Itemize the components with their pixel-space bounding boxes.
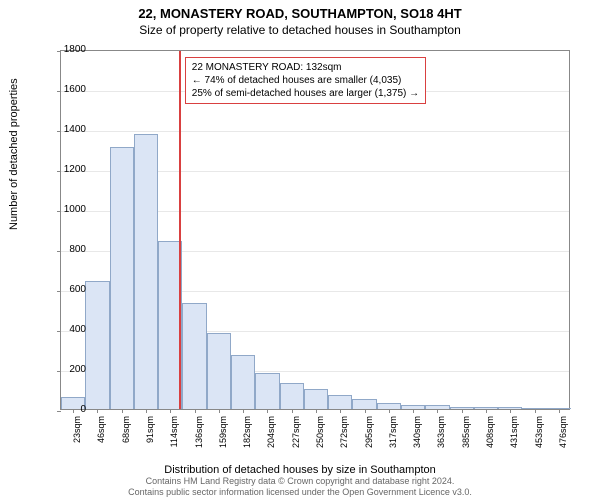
histogram-bar xyxy=(134,134,158,409)
xtick-label: 204sqm xyxy=(266,416,276,456)
xtick xyxy=(316,409,317,413)
xtick xyxy=(559,409,560,413)
xtick-label: 295sqm xyxy=(364,416,374,456)
annotation-box: 22 MONASTERY ROAD: 132sqm← 74% of detach… xyxy=(185,57,426,104)
xtick-label: 46sqm xyxy=(96,416,106,456)
xtick xyxy=(437,409,438,413)
xtick xyxy=(219,409,220,413)
xtick xyxy=(292,409,293,413)
chart-plot-area: 22 MONASTERY ROAD: 132sqm← 74% of detach… xyxy=(60,50,570,410)
footer-line-1: Contains HM Land Registry data © Crown c… xyxy=(0,476,600,487)
ytick-label: 200 xyxy=(46,364,86,375)
title-subtitle: Size of property relative to detached ho… xyxy=(0,21,600,37)
xtick-label: 114sqm xyxy=(169,416,179,456)
ytick-label: 1000 xyxy=(46,204,86,215)
histogram-bar xyxy=(110,147,134,409)
xtick xyxy=(462,409,463,413)
xtick-label: 453sqm xyxy=(534,416,544,456)
title-main: 22, MONASTERY ROAD, SOUTHAMPTON, SO18 4H… xyxy=(0,0,600,21)
x-axis-label: Distribution of detached houses by size … xyxy=(0,464,600,476)
ytick-label: 400 xyxy=(46,324,86,335)
histogram-bar xyxy=(352,399,376,409)
xtick-label: 408sqm xyxy=(485,416,495,456)
xtick-label: 272sqm xyxy=(339,416,349,456)
annotation-line: ← 74% of detached houses are smaller (4,… xyxy=(192,74,419,87)
xtick-label: 182sqm xyxy=(242,416,252,456)
gridline xyxy=(61,131,569,132)
histogram-bar xyxy=(231,355,255,409)
ytick-label: 1200 xyxy=(46,164,86,175)
xtick xyxy=(243,409,244,413)
xtick xyxy=(389,409,390,413)
xtick xyxy=(510,409,511,413)
ytick-label: 1800 xyxy=(46,44,86,55)
ytick-label: 1600 xyxy=(46,84,86,95)
xtick-label: 136sqm xyxy=(194,416,204,456)
footer-line-2: Contains public sector information licen… xyxy=(0,487,600,498)
histogram-bar xyxy=(207,333,231,409)
xtick xyxy=(146,409,147,413)
xtick xyxy=(340,409,341,413)
xtick-label: 23sqm xyxy=(72,416,82,456)
xtick-label: 250sqm xyxy=(315,416,325,456)
xtick-label: 227sqm xyxy=(291,416,301,456)
footer-attribution: Contains HM Land Registry data © Crown c… xyxy=(0,476,600,498)
xtick-label: 340sqm xyxy=(412,416,422,456)
histogram-bar xyxy=(85,281,109,409)
xtick-label: 317sqm xyxy=(388,416,398,456)
xtick-label: 385sqm xyxy=(461,416,471,456)
xtick-label: 431sqm xyxy=(509,416,519,456)
ytick-label: 800 xyxy=(46,244,86,255)
ytick-label: 600 xyxy=(46,284,86,295)
property-marker-line xyxy=(179,51,181,409)
histogram-bar xyxy=(304,389,328,409)
xtick-label: 159sqm xyxy=(218,416,228,456)
xtick xyxy=(365,409,366,413)
histogram-bar xyxy=(182,303,206,409)
xtick xyxy=(535,409,536,413)
y-axis-label: Number of detached properties xyxy=(8,78,20,230)
xtick xyxy=(413,409,414,413)
ytick-label: 1400 xyxy=(46,124,86,135)
histogram-bar xyxy=(328,395,352,409)
xtick xyxy=(267,409,268,413)
xtick-label: 91sqm xyxy=(145,416,155,456)
xtick-label: 476sqm xyxy=(558,416,568,456)
xtick xyxy=(170,409,171,413)
histogram-bar xyxy=(255,373,279,409)
annotation-line: 25% of semi-detached houses are larger (… xyxy=(192,87,419,100)
xtick-label: 68sqm xyxy=(121,416,131,456)
xtick xyxy=(195,409,196,413)
xtick-label: 363sqm xyxy=(436,416,446,456)
ytick-label: 0 xyxy=(46,404,86,415)
annotation-line: 22 MONASTERY ROAD: 132sqm xyxy=(192,61,419,74)
histogram-bar xyxy=(280,383,304,409)
xtick xyxy=(486,409,487,413)
xtick xyxy=(97,409,98,413)
xtick xyxy=(122,409,123,413)
